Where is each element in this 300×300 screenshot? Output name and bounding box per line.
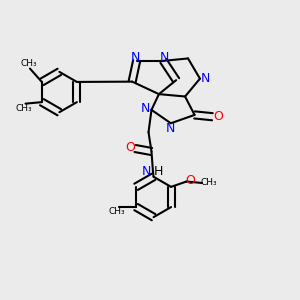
Text: O: O <box>213 110 223 123</box>
Text: CH₃: CH₃ <box>108 207 125 216</box>
Text: O: O <box>185 174 195 188</box>
Text: N: N <box>166 122 176 135</box>
Text: N: N <box>141 102 150 115</box>
Text: N: N <box>201 72 210 85</box>
Text: CH₃: CH₃ <box>20 59 37 68</box>
Text: CH₃: CH₃ <box>200 178 217 188</box>
Text: H: H <box>154 165 164 178</box>
Text: N: N <box>160 51 170 64</box>
Text: CH₃: CH₃ <box>16 104 32 113</box>
Text: O: O <box>125 141 135 154</box>
Text: N: N <box>142 165 151 178</box>
Text: N: N <box>130 51 140 64</box>
